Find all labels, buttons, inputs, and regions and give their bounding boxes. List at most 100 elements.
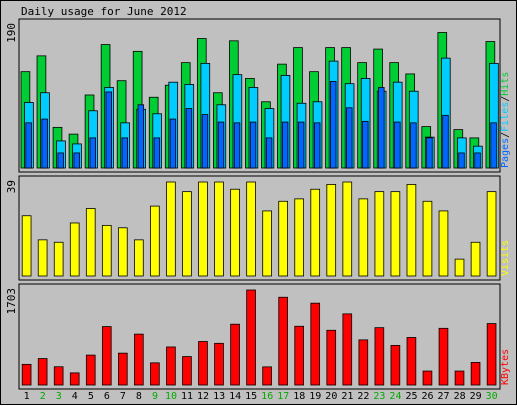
x-label-day-16: 16 [261, 391, 273, 402]
bar-kbytes-day-8 [134, 333, 144, 386]
bar-pages-day-25 [410, 122, 417, 169]
bar-kbytes-day-3 [53, 366, 64, 386]
x-label-day-11: 11 [181, 391, 193, 402]
bar-visits-day-1 [21, 215, 32, 277]
bar-kbytes-day-19 [310, 302, 321, 386]
bar-visits-day-4 [69, 222, 80, 277]
bar-visits-day-27 [438, 210, 449, 277]
panel-bottom-ymax-label: 1703 [5, 288, 18, 315]
x-label-day-5: 5 [88, 391, 94, 402]
bar-visits-day-26 [422, 200, 433, 277]
bar-visits-day-8 [134, 239, 144, 277]
bar-pages-day-29 [474, 152, 481, 169]
bar-pages-day-8 [137, 104, 145, 169]
bar-pages-day-2 [41, 118, 48, 169]
legend-separator: / [500, 96, 511, 102]
bar-visits-day-12 [198, 181, 208, 277]
panel-middle-legend: Visits [500, 240, 511, 276]
bar-kbytes-day-29 [470, 362, 481, 386]
bar-pages-day-5 [89, 137, 96, 169]
x-label-day-2: 2 [40, 391, 46, 402]
bar-pages-day-10 [169, 118, 177, 169]
bar-kbytes-day-9 [150, 362, 160, 386]
bar-pages-day-3 [57, 152, 64, 169]
bar-kbytes-day-21 [342, 313, 353, 386]
bar-kbytes-day-16 [262, 366, 272, 386]
x-label-day-27: 27 [438, 391, 450, 402]
bar-pages-day-4 [73, 152, 80, 169]
x-label-day-6: 6 [104, 391, 110, 402]
x-label-day-26: 26 [422, 391, 434, 402]
panel-middle: 39 Visits [5, 175, 511, 281]
bar-pages-day-22 [362, 120, 369, 169]
legend-files: Files [500, 102, 511, 132]
bar-visits-day-14 [230, 188, 240, 277]
bar-kbytes-day-22 [358, 339, 369, 386]
bar-kbytes-day-26 [422, 370, 433, 386]
bar-visits-day-15 [246, 181, 256, 277]
bar-pages-day-12 [201, 114, 209, 169]
bar-kbytes-day-25 [406, 337, 417, 386]
bar-visits-day-28 [454, 258, 465, 277]
bar-kbytes-day-24 [390, 344, 401, 386]
bar-visits-day-5 [85, 208, 96, 277]
bar-visits-day-7 [118, 227, 128, 277]
bar-kbytes-day-28 [454, 370, 465, 386]
bar-visits-day-18 [294, 198, 304, 277]
panel-middle-ymax-label: 39 [5, 180, 18, 193]
x-label-day-18: 18 [293, 391, 305, 402]
x-label-day-15: 15 [245, 391, 257, 402]
bar-pages-day-9 [153, 137, 161, 169]
bar-visits-day-20 [326, 184, 337, 277]
panel-top-plot-area [18, 18, 501, 173]
legend-hits: Hits [500, 72, 511, 96]
bar-kbytes-day-4 [69, 372, 80, 386]
bar-visits-day-17 [278, 200, 288, 277]
panel-top-ymax-label: 190 [5, 23, 18, 43]
bar-kbytes-day-7 [118, 352, 128, 386]
panel-bottom-legend: KBytes [500, 349, 511, 385]
bar-pages-day-20 [330, 81, 337, 169]
x-axis-day-labels: 1 2 3 4 5 6 7 8 9 10 11 12 13 14 15 16 17 18 19 20 21 22 23 24 2… [24, 391, 498, 402]
x-label-day-23: 23 [373, 391, 385, 402]
bar-visits-day-11 [182, 191, 192, 277]
x-label-day-14: 14 [229, 391, 241, 402]
x-label-day-12: 12 [197, 391, 209, 402]
bar-kbytes-day-27 [438, 327, 449, 386]
panel-middle-plot-area [18, 175, 501, 281]
bar-visits-day-6 [101, 224, 112, 277]
bar-pages-day-17 [281, 121, 289, 169]
bar-pages-day-15 [249, 121, 257, 169]
x-label-day-17: 17 [277, 391, 289, 402]
bar-pages-day-7 [121, 137, 129, 169]
x-label-day-1: 1 [24, 391, 30, 402]
bar-visits-day-25 [406, 184, 417, 277]
bar-visits-day-9 [150, 205, 160, 277]
legend-separator: / [500, 132, 511, 138]
bar-kbytes-day-5 [85, 354, 96, 386]
bar-pages-day-19 [314, 122, 321, 169]
bar-visits-day-29 [470, 241, 481, 277]
bar-kbytes-day-1 [21, 363, 32, 386]
bar-visits-day-13 [214, 181, 224, 277]
bar-visits-day-22 [358, 198, 369, 277]
x-label-day-22: 22 [357, 391, 369, 402]
panel-top-legend: Pages/Files/Hits [500, 72, 511, 168]
x-label-day-21: 21 [341, 391, 353, 402]
bar-kbytes-day-11 [182, 356, 192, 386]
bar-pages-day-18 [297, 121, 305, 169]
bar-pages-day-21 [346, 107, 353, 169]
bar-pages-day-30 [490, 122, 497, 169]
chart-title: Daily usage for June 2012 [21, 5, 187, 18]
bar-visits-day-24 [390, 191, 401, 277]
bar-visits-day-10 [166, 181, 176, 277]
x-label-day-8: 8 [136, 391, 142, 402]
x-label-day-7: 7 [120, 391, 126, 402]
panel-bottom-plot-area [18, 283, 501, 390]
legend-pages: Pages [500, 138, 511, 168]
x-label-day-25: 25 [405, 391, 417, 402]
x-label-day-24: 24 [389, 391, 401, 402]
legend-visits: Visits [500, 240, 511, 276]
